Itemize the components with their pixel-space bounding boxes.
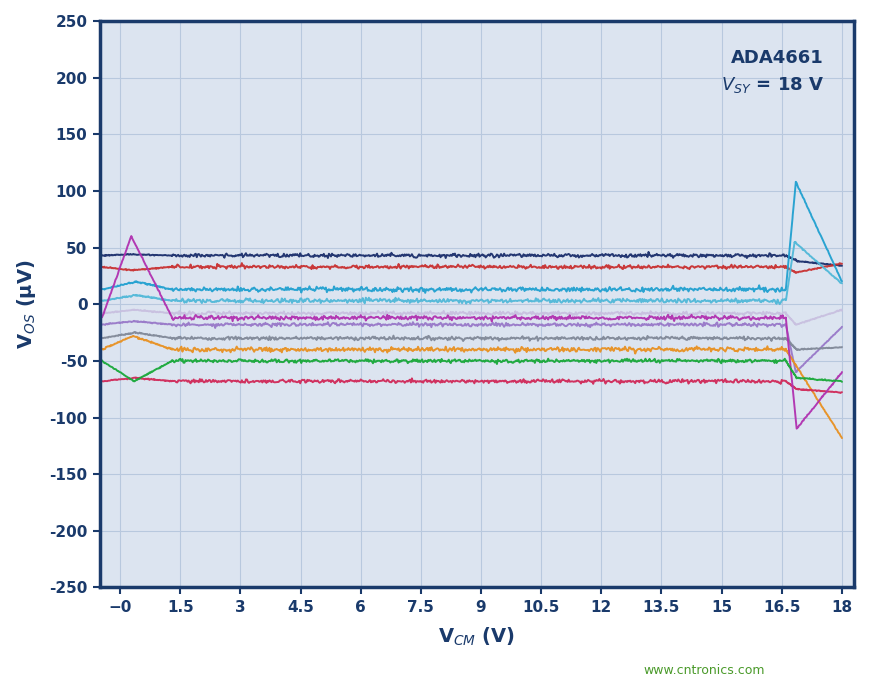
Text: ADA4661
$V_{SY}$ = 18 V: ADA4661 $V_{SY}$ = 18 V bbox=[720, 49, 824, 95]
Text: www.cntronics.com: www.cntronics.com bbox=[643, 664, 765, 677]
Y-axis label: V$_{OS}$ (μV): V$_{OS}$ (μV) bbox=[15, 259, 38, 349]
X-axis label: V$_{CM}$ (V): V$_{CM}$ (V) bbox=[438, 626, 515, 648]
